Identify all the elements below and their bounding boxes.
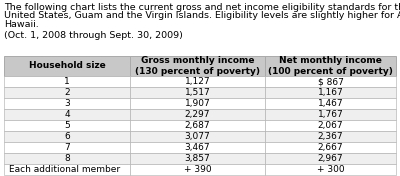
Bar	[4, 153, 130, 164]
Bar	[130, 120, 265, 131]
Text: + 300: + 300	[317, 165, 344, 174]
Text: Net monthly income
(100 percent of poverty): Net monthly income (100 percent of pover…	[268, 56, 393, 76]
Text: 1,517: 1,517	[185, 88, 210, 97]
Bar	[265, 56, 396, 76]
Bar	[265, 98, 396, 109]
Text: 1,767: 1,767	[318, 110, 343, 119]
Text: Each additional member: Each additional member	[9, 165, 120, 174]
Bar	[265, 131, 396, 142]
Bar	[4, 142, 130, 153]
Text: 6: 6	[64, 132, 70, 141]
Text: 3,467: 3,467	[185, 143, 210, 152]
Text: The following chart lists the current gross and net income eligibility standards: The following chart lists the current gr…	[4, 3, 400, 12]
Bar	[4, 164, 130, 175]
Bar	[265, 153, 396, 164]
Bar	[130, 87, 265, 98]
Bar	[130, 164, 265, 175]
Bar	[130, 98, 265, 109]
Bar	[130, 56, 265, 76]
Text: 2: 2	[64, 88, 70, 97]
Text: 4: 4	[64, 110, 70, 119]
Bar	[265, 76, 396, 87]
Text: Household size: Household size	[29, 61, 105, 71]
Bar	[265, 109, 396, 120]
Text: Gross monthly income
(130 percent of poverty): Gross monthly income (130 percent of pov…	[135, 56, 260, 76]
Bar	[4, 76, 130, 87]
Bar	[130, 142, 265, 153]
Text: 2,687: 2,687	[185, 121, 210, 130]
Bar	[265, 87, 396, 98]
Text: United States, Guam and the Virgin Islands. Eligibility levels are slightly high: United States, Guam and the Virgin Islan…	[4, 11, 400, 20]
Text: 2,667: 2,667	[318, 143, 343, 152]
Text: (Oct. 1, 2008 through Sept. 30, 2009): (Oct. 1, 2008 through Sept. 30, 2009)	[4, 30, 183, 39]
Bar	[4, 98, 130, 109]
Text: 8: 8	[64, 154, 70, 163]
Text: 2,367: 2,367	[318, 132, 343, 141]
Text: 1: 1	[64, 77, 70, 86]
Text: $ 867: $ 867	[318, 77, 344, 86]
Text: 2,297: 2,297	[185, 110, 210, 119]
Text: + 390: + 390	[184, 165, 211, 174]
Text: 1,907: 1,907	[185, 99, 210, 108]
Bar	[4, 56, 130, 76]
Bar	[130, 131, 265, 142]
Bar	[265, 142, 396, 153]
Text: Hawaii.: Hawaii.	[4, 20, 39, 29]
Bar	[4, 87, 130, 98]
Text: 2,967: 2,967	[318, 154, 343, 163]
Text: 3: 3	[64, 99, 70, 108]
Bar	[130, 109, 265, 120]
Text: 1,167: 1,167	[318, 88, 343, 97]
Text: 1,127: 1,127	[185, 77, 210, 86]
Bar	[4, 109, 130, 120]
Text: 1,467: 1,467	[318, 99, 343, 108]
Bar	[130, 153, 265, 164]
Text: 3,077: 3,077	[185, 132, 210, 141]
Text: 7: 7	[64, 143, 70, 152]
Bar	[4, 131, 130, 142]
Text: 2,067: 2,067	[318, 121, 343, 130]
Bar	[265, 164, 396, 175]
Bar	[4, 120, 130, 131]
Text: 3,857: 3,857	[185, 154, 210, 163]
Bar	[265, 120, 396, 131]
Text: 5: 5	[64, 121, 70, 130]
Bar	[130, 76, 265, 87]
